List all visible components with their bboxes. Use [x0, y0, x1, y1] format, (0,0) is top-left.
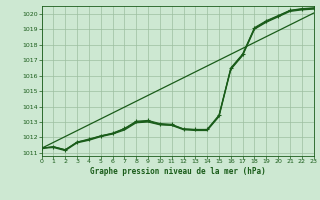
X-axis label: Graphe pression niveau de la mer (hPa): Graphe pression niveau de la mer (hPa) — [90, 167, 266, 176]
